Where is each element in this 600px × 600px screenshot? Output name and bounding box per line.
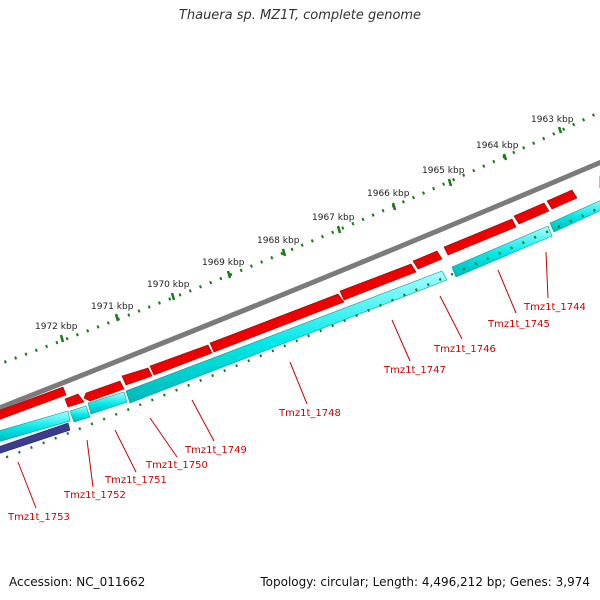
gene-labels: Tmz1t_1744 Tmz1t_1745 Tmz1t_1746 Tmz1t_1… (7, 302, 586, 523)
gene-feature (209, 293, 345, 353)
major-tick (226, 270, 232, 279)
gene-label: Tmz1t_1744 (523, 302, 586, 313)
leader-line (439, 295, 463, 340)
gene-label: Tmz1t_1753 (7, 512, 70, 523)
gene-label: Tmz1t_1752 (63, 490, 126, 501)
major-ticks (59, 126, 563, 343)
gene-feature (513, 202, 550, 225)
label-leader-lines (17, 251, 549, 509)
gene-feature (64, 393, 85, 408)
gene-feature (546, 189, 578, 210)
accession-text: Accession: NC_011662 (9, 575, 146, 589)
major-tick (447, 178, 453, 187)
scale-label: 1966 kbp (367, 189, 410, 199)
scale-label: 1969 kbp (202, 258, 245, 268)
gene-label: Tmz1t_1747 (383, 365, 446, 376)
genome-summary-text: Topology: circular; Length: 4,496,212 bp… (260, 575, 590, 589)
scale-label: 1965 kbp (422, 166, 465, 176)
major-tick (114, 313, 120, 322)
gene-label: Tmz1t_1745 (487, 319, 550, 330)
gene-feature (69, 405, 91, 423)
gene-feature (0, 386, 67, 420)
gene-label: Tmz1t_1750 (145, 460, 208, 471)
major-tick (391, 202, 397, 211)
genome-backbone (0, 159, 600, 411)
scale-label: 1963 kbp (531, 115, 574, 125)
leader-line (289, 361, 308, 405)
gene-feature (149, 344, 213, 376)
gene-feature (339, 263, 417, 301)
gene-feature (451, 225, 553, 278)
major-tick (502, 153, 508, 161)
gene-feature (0, 410, 71, 442)
major-tick (170, 292, 176, 301)
genome-title: Thauera sp. MZ1T, complete genome (178, 8, 422, 23)
scale-label: 1970 kbp (147, 280, 190, 290)
scale-labels: 1963 kbp 1964 kbp 1965 kbp 1966 kbp 1967… (35, 115, 574, 332)
gene-feature (125, 270, 448, 404)
major-tick (59, 334, 65, 343)
leader-line (17, 461, 37, 509)
leader-line (149, 417, 178, 458)
gene-label: Tmz1t_1748 (278, 408, 341, 419)
gene-label: Tmz1t_1751 (104, 475, 167, 486)
gene-feature (83, 380, 125, 402)
leader-line (497, 269, 517, 314)
scale-label: 1967 kbp (312, 213, 355, 223)
leader-line (391, 319, 411, 362)
gene-feature (443, 218, 517, 256)
leader-line (86, 439, 94, 488)
scale-label: 1968 kbp (257, 236, 300, 246)
leader-line (545, 251, 549, 299)
scale-label: 1964 kbp (476, 141, 519, 151)
leader-line (191, 399, 215, 442)
scale-label: 1971 kbp (91, 302, 134, 312)
gene-label: Tmz1t_1749 (184, 445, 247, 456)
major-tick (281, 248, 287, 257)
inner-track-feature (0, 422, 71, 454)
gene-feature (412, 250, 443, 270)
gene-label: Tmz1t_1746 (433, 344, 496, 355)
scale-label: 1972 kbp (35, 322, 78, 332)
gene-feature (549, 200, 600, 233)
leader-line (114, 429, 137, 473)
major-tick (557, 126, 563, 134)
major-tick (336, 225, 342, 234)
gene-feature (87, 391, 128, 415)
gene-feature (121, 367, 153, 386)
forward-strand-track (0, 175, 600, 420)
